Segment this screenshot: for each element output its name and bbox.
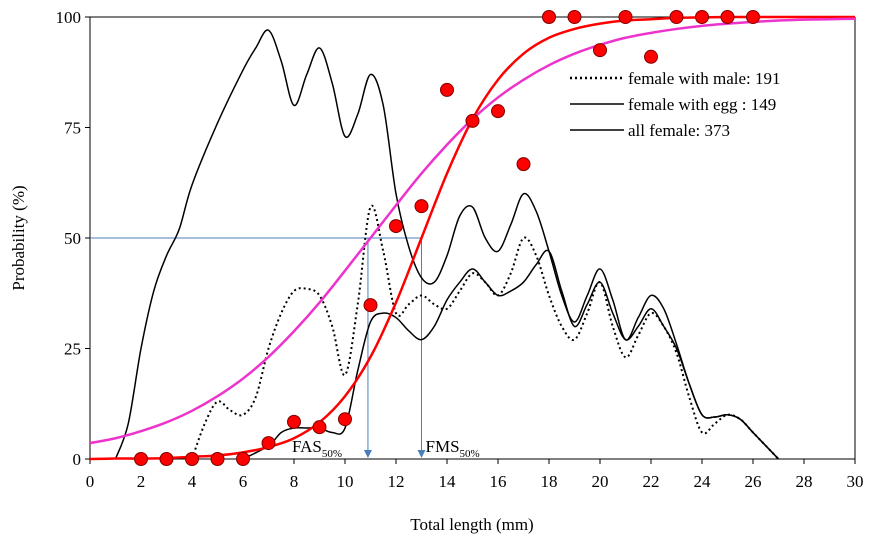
y-axis-label: Probability (%) (9, 185, 28, 290)
y-tick-label: 50 (64, 229, 81, 248)
x-tick-label: 28 (796, 472, 813, 491)
data-point (516, 157, 531, 172)
series-line (114, 29, 780, 460)
data-point (236, 452, 250, 466)
data-point (669, 10, 684, 24)
x-tick-label: 16 (490, 472, 507, 491)
reference-label-main: FMS (426, 437, 460, 456)
x-tick-label: 4 (188, 472, 197, 491)
data-point (414, 199, 429, 214)
reference-label-main: FAS (292, 437, 322, 456)
data-point (542, 10, 556, 24)
data-point (210, 452, 225, 466)
data-point (261, 436, 276, 451)
data-point (363, 298, 378, 313)
data-point (134, 452, 148, 466)
x-tick-label: 2 (137, 472, 146, 491)
y-tick-label: 0 (73, 450, 82, 469)
data-point (618, 10, 633, 24)
data-point (465, 113, 480, 128)
x-tick-label: 20 (592, 472, 609, 491)
data-point (593, 43, 607, 58)
data-point (746, 10, 760, 24)
y-tick-label: 100 (56, 8, 82, 27)
data-point (567, 10, 582, 24)
x-tick-label: 6 (239, 472, 248, 491)
data-point (312, 420, 327, 435)
reference-label: FMS50% (426, 437, 480, 460)
reference-label: FAS50% (292, 437, 342, 460)
data-point (389, 219, 403, 234)
data-point (185, 452, 199, 466)
reference-arrow (363, 450, 372, 458)
legend-label: female with male: 191 (628, 69, 780, 88)
x-tick-label: 30 (847, 472, 864, 491)
x-tick-label: 22 (643, 472, 660, 491)
y-tick-label: 25 (64, 340, 81, 359)
reference-arrow (417, 450, 426, 458)
x-tick-label: 0 (86, 472, 95, 491)
x-axis-label: Total length (mm) (410, 515, 533, 534)
data-point (491, 104, 505, 119)
data-point (440, 82, 454, 97)
data-point (338, 412, 352, 427)
x-tick-label: 12 (388, 472, 405, 491)
legend-label: female with egg : 149 (628, 95, 776, 114)
x-tick-label: 10 (337, 472, 354, 491)
x-tick-label: 18 (541, 472, 558, 491)
x-tick-label: 14 (439, 472, 457, 491)
reference-label-sub: 50% (460, 448, 480, 460)
x-tick-label: 26 (745, 472, 762, 491)
legend-label: all female: 373 (628, 121, 730, 140)
x-tick-label: 8 (290, 472, 299, 491)
data-point (720, 10, 735, 24)
data-point (644, 49, 658, 64)
data-point (159, 452, 174, 466)
data-point (287, 414, 301, 429)
x-tick-label: 24 (694, 472, 712, 491)
reference-label-sub: 50% (322, 448, 342, 460)
data-point (695, 10, 709, 24)
series-line (191, 204, 780, 460)
y-tick-label: 75 (64, 119, 81, 138)
